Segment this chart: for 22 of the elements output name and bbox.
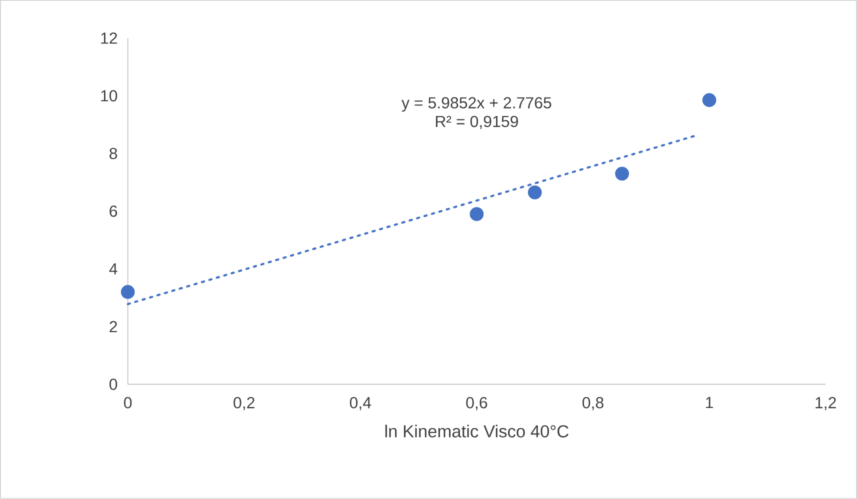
y-tick-label: 12 xyxy=(101,32,117,44)
point xyxy=(702,93,716,108)
point xyxy=(120,285,135,300)
y-tick-label: 6 xyxy=(110,206,118,217)
y-tick-label: 10 xyxy=(101,90,118,102)
x-axis-title: ln Kinematic Visco 40°C xyxy=(385,424,568,438)
annotation: R² = 0,9159 xyxy=(436,116,518,130)
point xyxy=(615,166,630,181)
point xyxy=(528,186,542,200)
y-tick-label: 4 xyxy=(109,264,118,275)
x-tick-label: 1,2 xyxy=(816,397,836,410)
point xyxy=(470,207,484,222)
y-tick-label: 0 xyxy=(109,378,118,390)
x-tick-label: 1 xyxy=(706,397,713,408)
x-tick-label: 0,6 xyxy=(466,397,488,410)
x-tick-label: 0 xyxy=(124,397,132,408)
x-tick-label: 0,2 xyxy=(234,397,254,410)
x-tick-label: 0,4 xyxy=(350,397,372,410)
annotation: y = 5.9852x + 2.7765 xyxy=(402,97,552,112)
y-tick-label: 8 xyxy=(110,148,118,160)
y-tick-label: 2 xyxy=(110,321,117,332)
x-tick-label: 0,8 xyxy=(582,397,604,410)
